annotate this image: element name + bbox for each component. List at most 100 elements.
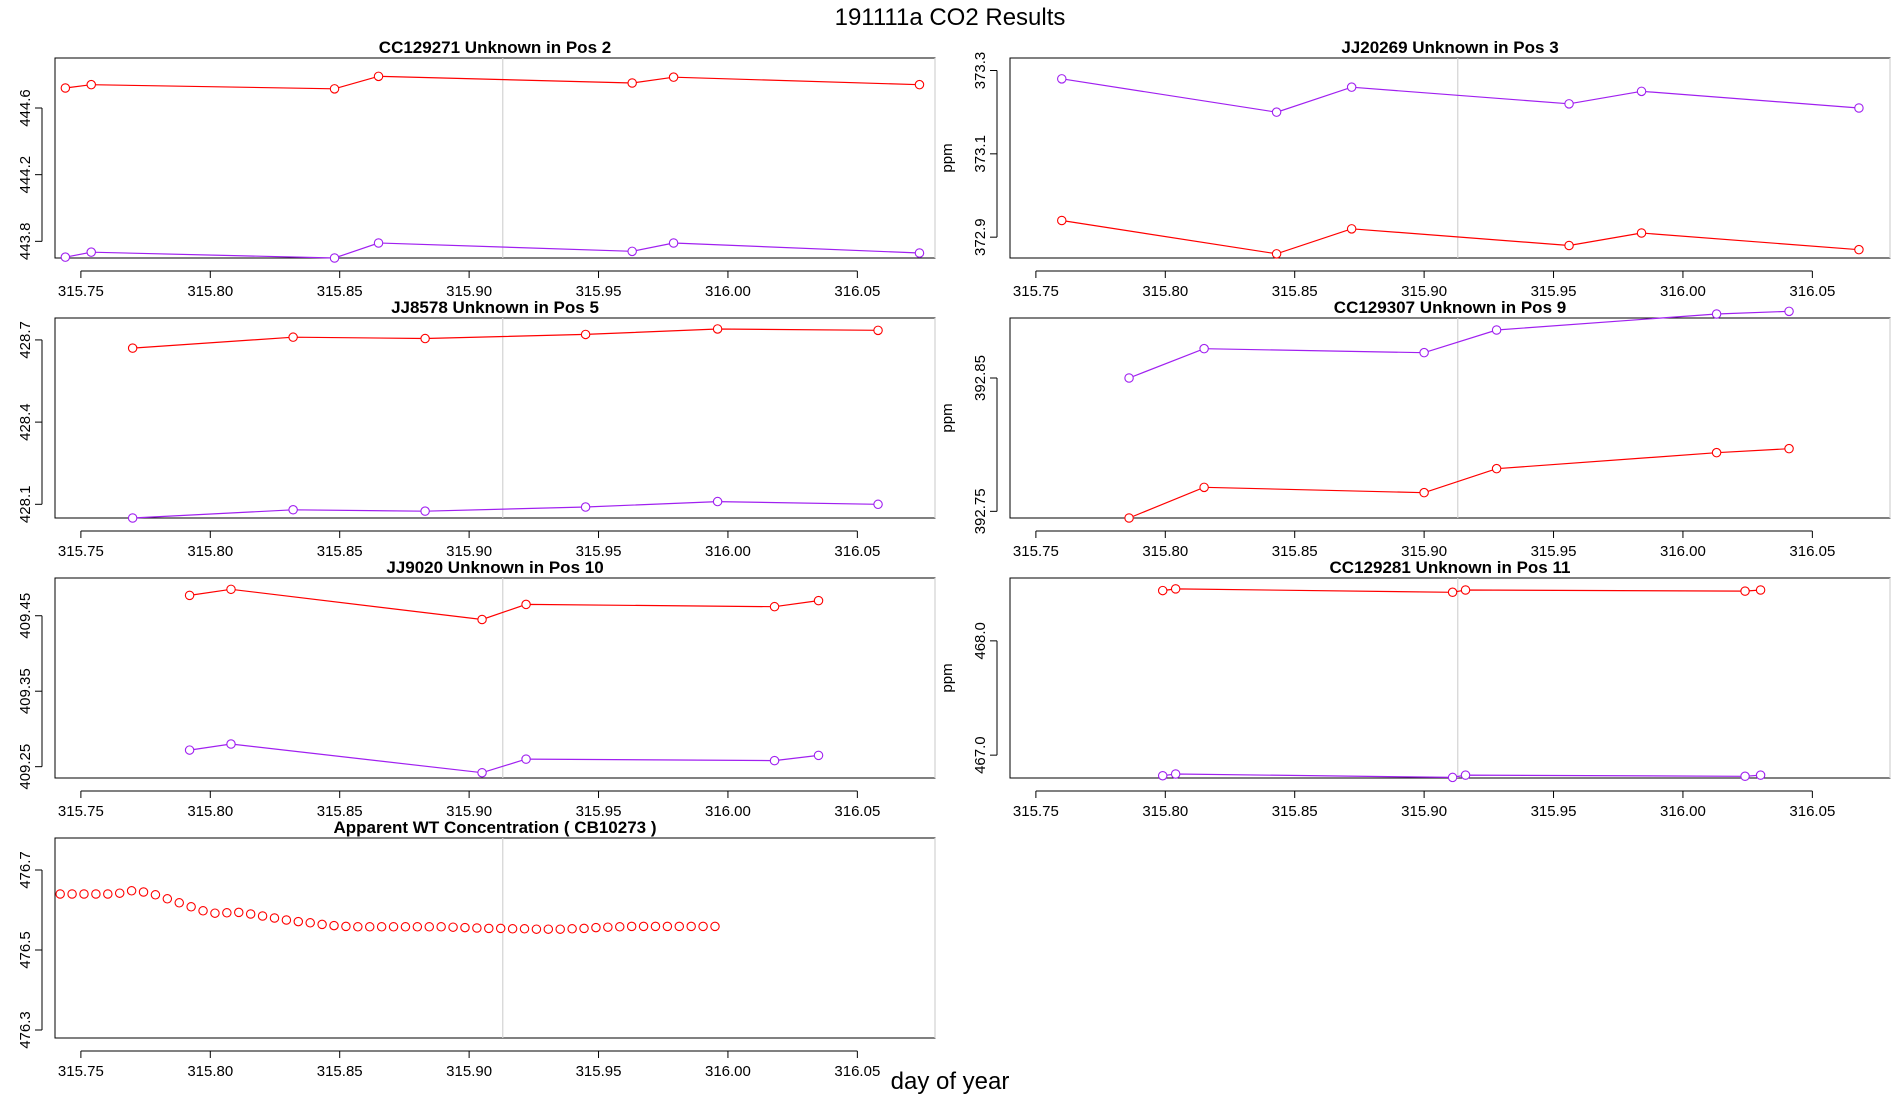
chart-4-series-2-point [1124, 513, 1134, 523]
chart-4-series-1-point [1124, 373, 1134, 383]
chart-7-x-tick-label: 316.05 [834, 1063, 880, 1080]
chart-2-series-1-point [1346, 82, 1357, 92]
chart-7-series-1-point [710, 921, 720, 932]
chart-7-series-1-point [376, 922, 387, 932]
chart-3-series-2-point [288, 505, 298, 515]
chart-7-y-tick-label: 476.5 [17, 931, 34, 969]
chart-5-x-tick-label: 315.95 [576, 803, 622, 820]
chart-7-x-tick-label: 315.95 [576, 1063, 622, 1080]
chart-1-series-1-point [914, 79, 925, 90]
chart-2-series-2-line [1061, 219, 1859, 255]
chart-2-x-tick-label: 315.90 [1401, 283, 1447, 300]
chart-7-series-1-point [186, 902, 196, 912]
chart-2-series-1-point [1564, 99, 1574, 109]
chart-2-x-tick-label: 315.85 [1272, 283, 1318, 300]
chart-4-series-2-line [1128, 448, 1790, 519]
chart-3-x-tick-label: 316.05 [834, 543, 880, 560]
chart-4: CC129307 Unknown in Pos 9 ppm 315.75 315.80… [939, 298, 1891, 560]
chart-1-series-1-point [60, 83, 71, 93]
chart-4-y-axis-label: ppm [939, 403, 956, 432]
chart-7-series-1-point [55, 889, 65, 899]
chart-1-series-2-point [914, 248, 925, 258]
chart-7-series-1-point [567, 924, 577, 934]
chart-3-series-2-point [580, 502, 591, 512]
chart-2-series-1-point [1057, 74, 1067, 84]
chart-7-series-1-point [341, 921, 351, 932]
chart-4-title: CC129307 Unknown in Pos 9 [1334, 298, 1566, 317]
chart-2-series-1-point [1636, 86, 1647, 97]
chart-7-series-1-point [495, 923, 506, 934]
x-axis-label: day of year [890, 1068, 1010, 1095]
chart-1-y-axis-label: ppm [0, 143, 1, 172]
chart-7-series-1-point [412, 922, 423, 932]
chart-7-series-1-point [424, 922, 435, 932]
chart-7-series-1-point [150, 890, 161, 900]
chart-6-series-2-point [1447, 772, 1458, 783]
chart-5-series-1-point [184, 590, 195, 601]
chart-6-y-tick-label: 467.0 [972, 736, 989, 774]
chart-6-x-tick-label: 315.75 [1013, 803, 1059, 820]
chart-7-series-1-point [579, 923, 589, 934]
chart-3-x-tick-label: 315.80 [187, 543, 233, 560]
chart-3-series-1-point [873, 325, 883, 336]
chart-5-x-tick-label: 315.90 [446, 803, 492, 820]
chart-7-series-1-point [353, 922, 363, 932]
chart-1-series-1-point [329, 84, 340, 94]
chart-7-series-1-point [138, 887, 149, 897]
chart-5-y-tick-label: 409.25 [17, 744, 34, 790]
chart-6-x-tick-label: 315.90 [1401, 803, 1447, 820]
chart-7-series-1-point [400, 922, 411, 932]
chart-3-series-1-line [132, 328, 879, 349]
chart-4-series-2-point [1199, 482, 1209, 493]
chart-3-series-1-point [580, 329, 591, 340]
chart-7-series-1-point [174, 898, 184, 908]
chart-7-series-1-point [686, 921, 696, 932]
chart-3-y-tick-label: 428.1 [17, 486, 34, 524]
chart-4-x-tick-label: 315.95 [1531, 543, 1577, 560]
chart-3-x-tick-label: 315.85 [317, 543, 363, 560]
chart-1-y-tick-label: 443.8 [17, 223, 34, 261]
chart-7-series-1-point [448, 922, 458, 932]
chart-4-series-1-point [1199, 343, 1209, 354]
chart-1-series-2-point [329, 253, 340, 263]
chart-2-x-tick-label: 315.95 [1531, 283, 1577, 300]
chart-7-series-1-point [388, 922, 399, 932]
chart-1-series-2-point [668, 238, 679, 248]
chart-6-series-1-point [1740, 586, 1750, 596]
chart-7-x-tick-label: 315.90 [446, 1063, 492, 1080]
chart-4-series-1-point [1491, 325, 1502, 335]
chart-2-y-tick-label: 372.9 [972, 218, 989, 256]
chart-6-series-1-point [1157, 585, 1168, 596]
chart-3-y-tick-label: 428.7 [17, 321, 34, 359]
chart-6-series-2-point [1755, 770, 1766, 780]
chart-6-series-2-point [1460, 770, 1471, 780]
chart-4-x-tick-label: 315.80 [1142, 543, 1188, 560]
chart-1-series-1-point [86, 79, 96, 90]
chart-3: JJ8578 Unknown in Pos 5 ppm 315.75 315.80 31… [0, 298, 936, 560]
chart-6-y-tick-label: 468.0 [972, 622, 989, 660]
chart-7-series-1-point [615, 922, 625, 932]
chart-5-series-2-point [184, 745, 195, 755]
chart-5-series-2-point [813, 750, 824, 761]
chart-3-plot-frame [54, 317, 936, 519]
chart-2-series-1-point [1271, 107, 1282, 117]
chart-1-plot-frame [54, 57, 936, 259]
chart-1-x-tick-label: 315.90 [446, 283, 492, 300]
chart-7-y-axis-label: ppm [0, 923, 1, 952]
chart-7-series-1-point [305, 918, 315, 928]
chart-7-series-1-point [293, 916, 304, 927]
chart-4-series-2-point [1491, 463, 1502, 474]
chart-5-series-1-point [521, 599, 531, 610]
chart-3-x-tick-label: 315.95 [576, 543, 622, 560]
chart-5-series-1-line [189, 588, 819, 621]
chart-6: CC129281 Unknown in Pos 11 ppm 315.75 315.8… [939, 558, 1891, 820]
chart-5-series-2-point [521, 754, 531, 764]
chart-7-x-tick-label: 315.75 [58, 1063, 104, 1080]
chart-4-series-1-point [1784, 306, 1794, 317]
chart-2-series-1-line [1061, 78, 1859, 113]
chart-7-series-1-point [79, 889, 89, 899]
chart-2-y-tick-label: 373.1 [972, 135, 989, 173]
chart-7-series-1-point [91, 889, 101, 899]
chart-7-series-1-point [507, 924, 518, 934]
chart-7-series-1-point [103, 889, 113, 899]
